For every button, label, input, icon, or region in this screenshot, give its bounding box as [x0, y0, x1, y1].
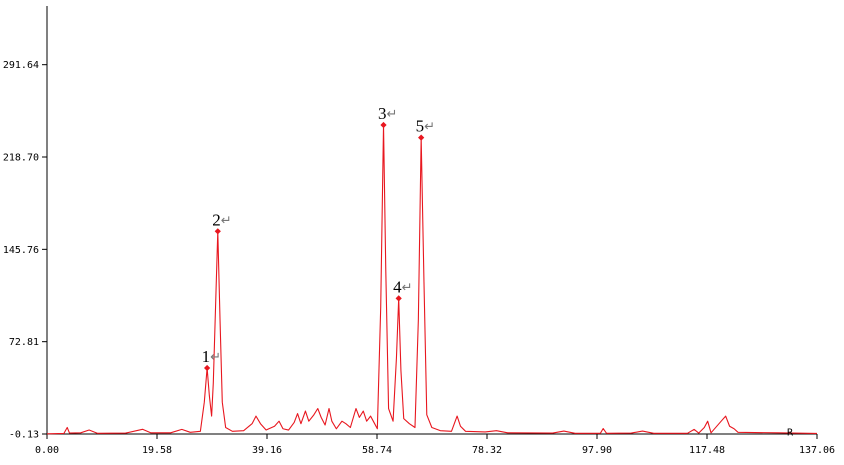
x-tick-label: 0.00 — [35, 445, 59, 456]
y-tick-label: 218.70 — [3, 153, 39, 164]
x-tick-label: 58.74 — [362, 445, 392, 456]
y-tick-label: 145.76 — [3, 245, 39, 256]
y-tick-label: 291.64 — [3, 60, 39, 71]
x-tick-label: 97.90 — [582, 445, 612, 456]
peak-label: 2 — [212, 210, 221, 229]
return-mark: ↵ — [221, 213, 232, 228]
x-tick-label: 39.16 — [252, 445, 282, 456]
end-marker: R — [787, 427, 794, 438]
x-tick-label: 137.06 — [799, 445, 835, 456]
return-mark: ↵ — [210, 350, 221, 365]
y-tick-label: -0.13 — [9, 430, 39, 441]
x-tick-label: 19.58 — [142, 445, 172, 456]
peak-label: 3 — [378, 104, 387, 123]
return-mark: ↵ — [424, 120, 435, 135]
peak-label: 1 — [202, 347, 211, 366]
peak-label: 5 — [416, 117, 425, 136]
return-mark: ↵ — [387, 107, 398, 122]
peak-label: 4 — [393, 277, 402, 296]
return-mark: ↵ — [402, 280, 413, 295]
x-tick-label: 78.32 — [472, 445, 502, 456]
x-tick-label: 117.48 — [689, 445, 725, 456]
peak-marker — [395, 295, 402, 302]
y-tick-label: 72.81 — [9, 337, 39, 348]
peak-marker — [204, 364, 211, 372]
series-line — [46, 124, 818, 435]
